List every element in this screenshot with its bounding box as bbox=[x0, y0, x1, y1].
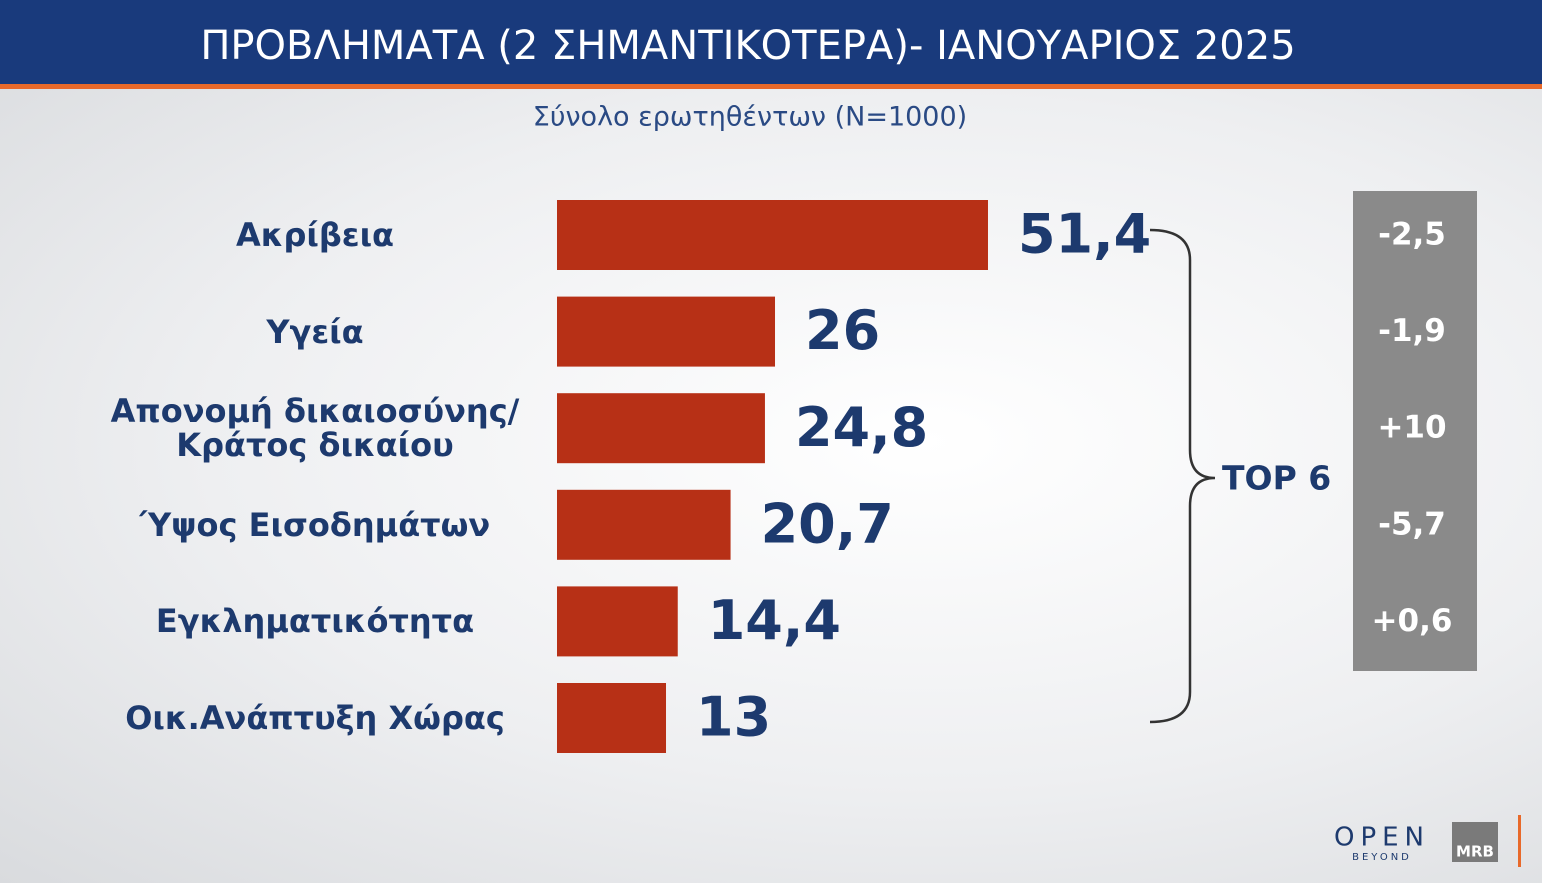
header-line bbox=[0, 84, 1542, 89]
change-label: +10 bbox=[1377, 410, 1446, 446]
logo-mrb: MRB bbox=[1456, 843, 1494, 861]
change-box bbox=[1353, 191, 1477, 671]
logo-open: OPEN bbox=[1334, 823, 1430, 853]
bar bbox=[557, 393, 765, 464]
logo-sep bbox=[1518, 815, 1521, 867]
bar bbox=[557, 296, 776, 367]
data-label: 26 bbox=[805, 299, 880, 362]
annotation: TOP 6 bbox=[1222, 459, 1331, 498]
bar bbox=[557, 489, 731, 560]
data-label: 14,4 bbox=[708, 589, 841, 652]
category-label: Απονομή δικαιοσύνης/ Κράτος δικαίου bbox=[110, 392, 520, 465]
data-label: 20,7 bbox=[761, 492, 894, 555]
chart-title: ΠΡΟΒΛΗΜΑΤΑ (2 ΣΗΜΑΝΤΙΚΟΤΕΡΑ)- ΙΑΝΟΥΑΡΙΟΣ… bbox=[200, 23, 1295, 69]
change-label: -5,7 bbox=[1378, 506, 1446, 542]
change-label: -1,9 bbox=[1378, 313, 1446, 349]
logo-open-sub: BEYOND bbox=[1352, 852, 1412, 863]
header-band bbox=[0, 0, 1542, 84]
logo-mrb-box bbox=[1452, 822, 1498, 862]
change-label: -2,5 bbox=[1378, 217, 1446, 253]
bar bbox=[557, 200, 988, 270]
category-label: Οικ.Ανάπτυξη Χώρας bbox=[125, 699, 505, 737]
brace bbox=[1149, 228, 1216, 724]
data-label: 51,4 bbox=[1018, 203, 1151, 266]
change-label: +0,6 bbox=[1372, 603, 1453, 639]
category-label: Ακρίβεια bbox=[235, 216, 395, 254]
bar bbox=[557, 683, 667, 753]
category-label: Υγεία bbox=[266, 312, 364, 351]
data-label: 24,8 bbox=[795, 396, 928, 459]
bar bbox=[557, 586, 678, 657]
category-label: Ύψος Εισοδημάτων bbox=[139, 505, 491, 544]
category-label: Εγκληματικότητα bbox=[155, 602, 475, 641]
chart-subtitle: Σύνολο ερωτηθέντων (Ν=1000) bbox=[533, 102, 967, 133]
data-label: 13 bbox=[696, 686, 771, 749]
